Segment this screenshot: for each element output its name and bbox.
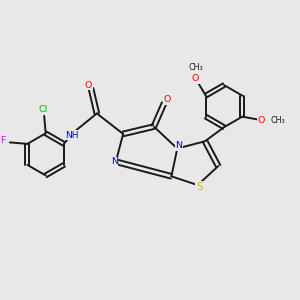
Text: N: N bbox=[175, 141, 182, 150]
Text: O: O bbox=[257, 116, 264, 125]
Text: CH₃: CH₃ bbox=[188, 63, 203, 72]
Text: F: F bbox=[0, 136, 5, 146]
Text: O: O bbox=[163, 95, 171, 104]
Text: O: O bbox=[85, 81, 92, 90]
Text: Cl: Cl bbox=[39, 105, 48, 114]
Text: O: O bbox=[192, 74, 199, 83]
Text: NH: NH bbox=[65, 131, 79, 140]
Text: S: S bbox=[196, 182, 202, 192]
Text: N: N bbox=[111, 157, 118, 166]
Text: CH₃: CH₃ bbox=[271, 116, 285, 125]
